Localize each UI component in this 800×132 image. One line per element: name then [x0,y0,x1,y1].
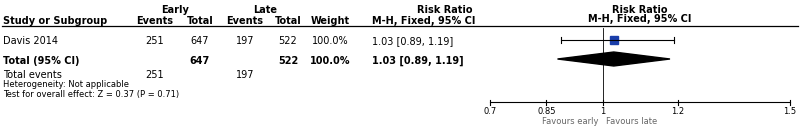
Text: Early: Early [161,5,189,15]
Text: 522: 522 [278,56,298,66]
Text: 1.5: 1.5 [783,107,797,116]
Text: 647: 647 [190,36,210,46]
Text: Total (95% CI): Total (95% CI) [3,56,79,66]
Text: 1.2: 1.2 [671,107,684,116]
Text: 647: 647 [190,56,210,66]
Text: M-H, Fixed, 95% CI: M-H, Fixed, 95% CI [372,16,475,26]
Text: 1: 1 [600,107,605,116]
Text: Favours early: Favours early [542,117,598,126]
Text: Favours late: Favours late [606,117,658,126]
Text: Events: Events [226,16,263,26]
Text: 251: 251 [146,70,164,80]
Polygon shape [558,52,670,66]
Text: 522: 522 [278,36,298,46]
Text: Test for overall effect: Z = 0.37 (P = 0.71): Test for overall effect: Z = 0.37 (P = 0… [3,90,179,99]
Text: Study or Subgroup: Study or Subgroup [3,16,107,26]
Text: M-H, Fixed, 95% CI: M-H, Fixed, 95% CI [588,14,692,24]
Text: 100.0%: 100.0% [310,56,350,66]
Text: 1.03 [0.89, 1.19]: 1.03 [0.89, 1.19] [372,56,464,66]
Text: 197: 197 [236,36,254,46]
Bar [610,36,618,44]
Text: Events: Events [137,16,174,26]
Text: Total events: Total events [3,70,62,80]
Text: Davis 2014: Davis 2014 [3,36,58,46]
Text: Risk Ratio: Risk Ratio [612,5,668,15]
Text: Risk Ratio: Risk Ratio [418,5,473,15]
Text: Total: Total [274,16,302,26]
Text: 0.7: 0.7 [483,107,497,116]
Text: Heterogeneity: Not applicable: Heterogeneity: Not applicable [3,80,129,89]
Text: 0.85: 0.85 [537,107,555,116]
Text: Late: Late [253,5,277,15]
Text: 197: 197 [236,70,254,80]
Text: Weight: Weight [310,16,350,26]
Text: 1.03 [0.89, 1.19]: 1.03 [0.89, 1.19] [372,36,454,46]
Text: Total: Total [186,16,214,26]
Text: 100.0%: 100.0% [312,36,348,46]
Text: 251: 251 [146,36,164,46]
